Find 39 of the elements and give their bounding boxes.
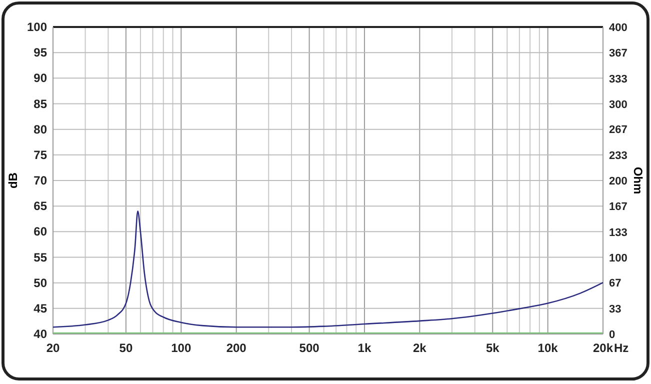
x-tick-label: 20: [46, 341, 60, 355]
x-tick-label: 1k: [358, 341, 372, 355]
x-tick-label: 50: [119, 341, 133, 355]
y-tick-label: 100: [26, 20, 48, 34]
y2-axis-title: Ohm: [631, 166, 645, 194]
y2-tick-label: 333: [609, 73, 628, 86]
y-tick-label: 95: [34, 46, 48, 60]
y2-tick-label: 300: [609, 98, 628, 111]
x-tick-label: 20k: [592, 341, 614, 355]
y-tick-label: 60: [34, 224, 48, 239]
y2-tick-label: 100: [609, 252, 628, 264]
y2-tick-label: 133: [609, 226, 628, 239]
x-tick-label: 100: [171, 341, 192, 355]
y2-tick-label: 400: [609, 22, 628, 34]
y-tick-label: 70: [34, 174, 48, 188]
y-tick-label: 80: [34, 122, 48, 136]
y-tick-label: 85: [34, 96, 48, 111]
x-tick-label: 500: [299, 341, 320, 355]
y2-tick-label: 167: [609, 200, 628, 213]
y-axis-title: dB: [6, 172, 20, 188]
y2-tick-label: 67: [609, 278, 622, 290]
y-tick-label: 40: [34, 327, 48, 341]
y-tick-label: 45: [34, 301, 48, 316]
y-tick-label: 90: [34, 71, 48, 86]
x-tick-label: 10k: [538, 341, 558, 355]
y2-tick-label: 367: [609, 47, 628, 60]
y2-tick-label: 200: [609, 176, 628, 188]
x-axis-title: Hz: [614, 341, 629, 355]
y-tick-label: 55: [34, 250, 48, 264]
x-tick-label: 5k: [486, 341, 500, 355]
y-tick-label: 75: [34, 148, 48, 162]
y2-tick-label: 233: [609, 150, 628, 162]
y2-tick-label: 267: [609, 124, 628, 136]
x-tick-label: 2k: [412, 341, 427, 355]
y-tick-label: 65: [34, 199, 48, 214]
x-tick-label: 200: [226, 341, 247, 355]
y2-tick-label: 0: [609, 329, 616, 341]
y2-tick-label: 33: [609, 304, 622, 316]
y-tick-label: 50: [34, 276, 48, 290]
